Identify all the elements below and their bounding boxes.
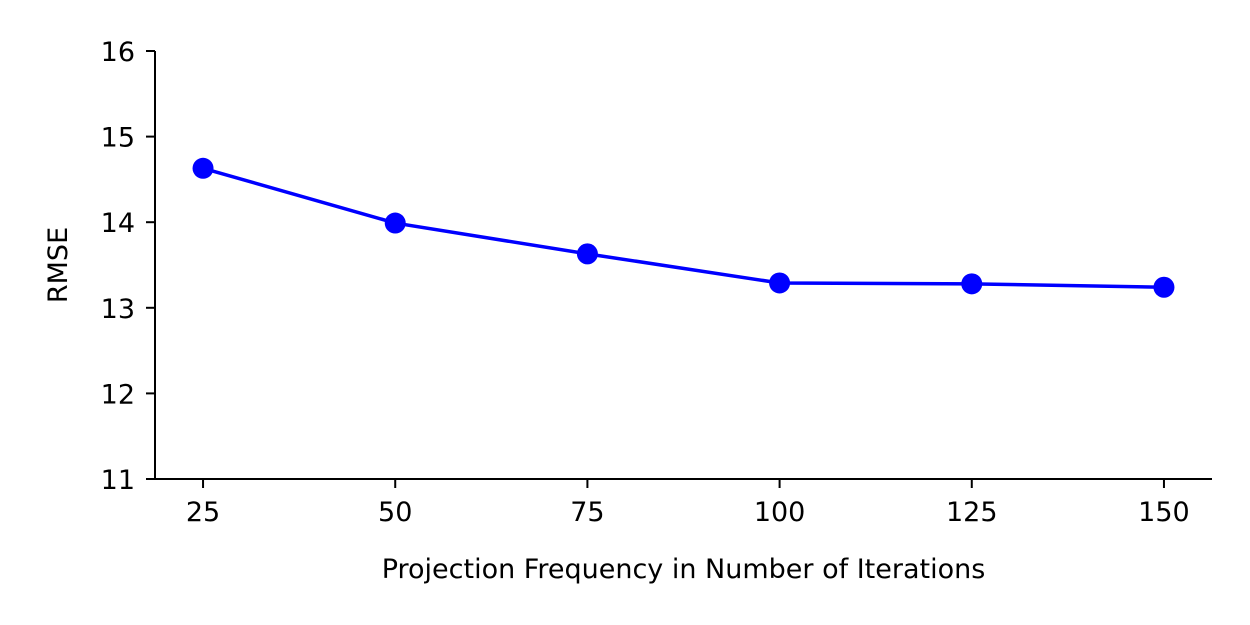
x-axis-ticks: 25 50 75 100 125 150: [186, 479, 1190, 528]
y-tick-label: 16: [101, 37, 135, 68]
x-tick-label: 125: [946, 497, 998, 528]
data-point: [576, 243, 598, 265]
y-tick-label: 15: [101, 123, 135, 154]
y-tick-label: 14: [101, 208, 135, 239]
x-tick-label: 25: [186, 497, 220, 528]
x-tick-label: 100: [754, 497, 806, 528]
data-point: [1153, 276, 1175, 298]
data-point: [961, 273, 983, 295]
x-axis-label: Projection Frequency in Number of Iterat…: [382, 554, 986, 585]
y-axis-ticks: 11 12 13 14 15 16: [101, 37, 155, 496]
x-tick-label: 150: [1138, 497, 1190, 528]
x-tick-label: 75: [570, 497, 604, 528]
series-layer: [192, 157, 1175, 298]
y-tick-label: 13: [101, 294, 135, 325]
y-axis-label: RMSE: [43, 227, 74, 303]
data-point: [769, 272, 791, 294]
data-point: [384, 212, 406, 234]
x-tick-label: 50: [378, 497, 412, 528]
y-tick-label: 12: [101, 379, 135, 410]
axes: [154, 51, 1212, 480]
data-point: [192, 157, 214, 179]
series-line: [202, 166, 1164, 290]
y-tick-label: 11: [101, 465, 135, 496]
